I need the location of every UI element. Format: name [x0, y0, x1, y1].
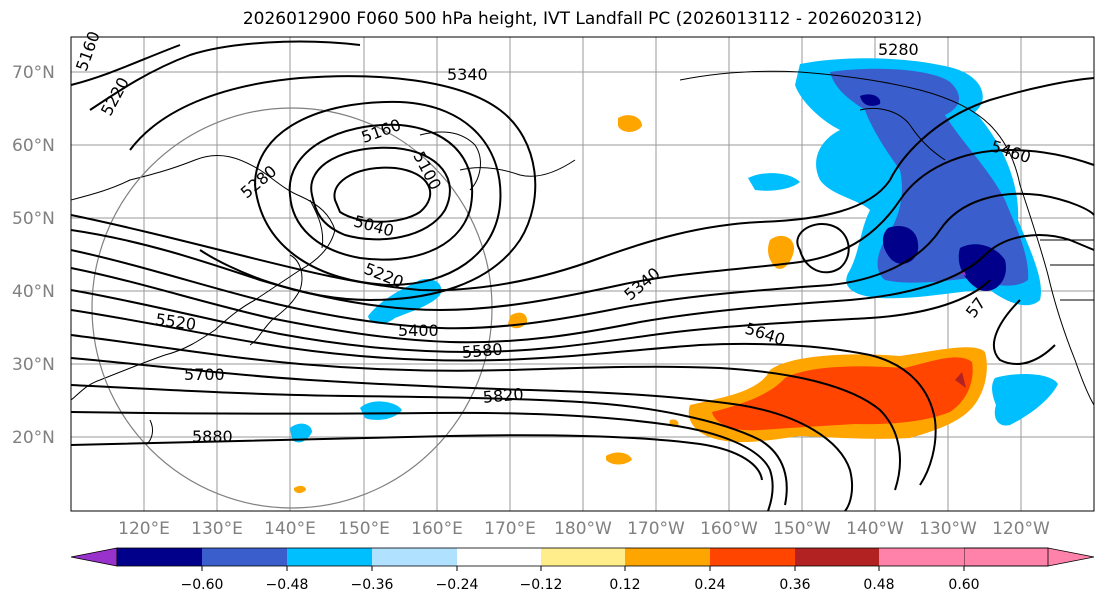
- colorbar: −0.60 −0.48 −0.36 −0.24 −0.12 0.12 0.24 …: [70, 547, 1095, 593]
- lon-label: 170°E: [484, 519, 536, 539]
- lon-label: 170°W: [627, 519, 685, 539]
- lon-label: 180°W: [554, 519, 612, 539]
- lon-label: 120°E: [118, 519, 170, 539]
- contour-label-5700: 5700: [184, 365, 225, 384]
- colorbar-segment: [625, 548, 710, 566]
- contour-label-5340a: 5340: [447, 65, 488, 84]
- lon-label: 120°W: [992, 519, 1050, 539]
- colorbar-segment: [879, 548, 964, 566]
- colorbar-tick-labels: −0.60 −0.48 −0.36 −0.24 −0.12 0.12 0.24 …: [181, 577, 980, 593]
- colorbar-segment: [202, 548, 287, 566]
- lon-label: 160°E: [411, 519, 463, 539]
- ivt-negative-shading: [290, 58, 1058, 443]
- colorbar-extend-left: [70, 547, 118, 567]
- colorbar-tick-label: 0.60: [948, 577, 979, 593]
- colorbar-segment: [795, 548, 879, 566]
- colorbar-tick-label: −0.36: [351, 577, 394, 593]
- lat-label: 20°N: [12, 428, 55, 448]
- colorbar-extend-right: [963, 547, 1095, 567]
- lon-label: 150°E: [338, 519, 390, 539]
- colorbar-tick-label: 0.24: [694, 577, 725, 593]
- latitude-labels: 70°N 60°N 50°N 40°N 30°N 20°N: [12, 63, 55, 448]
- lon-label: 150°W: [773, 519, 831, 539]
- contour-label-5880: 5880: [192, 427, 233, 446]
- lat-label: 60°N: [12, 136, 55, 156]
- colorbar-ticks: [201, 566, 965, 571]
- lon-label: 140°E: [264, 519, 316, 539]
- lon-label: 130°W: [919, 519, 977, 539]
- colorbar-tick-label: −0.48: [266, 577, 309, 593]
- colorbar-tick-label: 0.48: [863, 577, 894, 593]
- colorbar-segment: [372, 548, 457, 566]
- ivt-positive-shading: [294, 115, 987, 493]
- colorbar-segment: [541, 548, 625, 566]
- map-title: 2026012900 F060 500 hPa height, IVT Land…: [242, 9, 923, 29]
- colorbar-segment: [710, 548, 795, 566]
- colorbar-tick-label: 0.12: [609, 577, 640, 593]
- contour-label-5580: 5580: [461, 339, 503, 361]
- lon-label: 140°W: [846, 519, 904, 539]
- contour-label-5400: 5400: [398, 321, 439, 340]
- contour-label-5280a: 5280: [878, 40, 919, 59]
- lat-label: 70°N: [12, 63, 55, 83]
- colorbar-tick-label: −0.24: [436, 577, 479, 593]
- colorbar-segment: [457, 548, 541, 566]
- lat-label: 30°N: [12, 355, 55, 375]
- map-border: [70, 36, 1095, 512]
- lat-label: 50°N: [12, 209, 55, 229]
- height-contours: [70, 40, 1095, 512]
- lat-label: 40°N: [12, 282, 55, 302]
- colorbar-tick-label: 0.36: [779, 577, 810, 593]
- colorbar-outline: [116, 547, 1049, 567]
- contour-label-5820: 5820: [482, 384, 524, 406]
- colorbar-tick-label: −0.12: [520, 577, 563, 593]
- colorbar-tick-label: −0.60: [181, 577, 224, 593]
- longitude-labels: 120°E 130°E 140°E 150°E 160°E 170°E 180°…: [118, 519, 1050, 539]
- colorbar-segment: [287, 548, 372, 566]
- lon-label: 130°E: [191, 519, 243, 539]
- lon-label: 160°W: [700, 519, 758, 539]
- colorbar-segment: [117, 548, 202, 566]
